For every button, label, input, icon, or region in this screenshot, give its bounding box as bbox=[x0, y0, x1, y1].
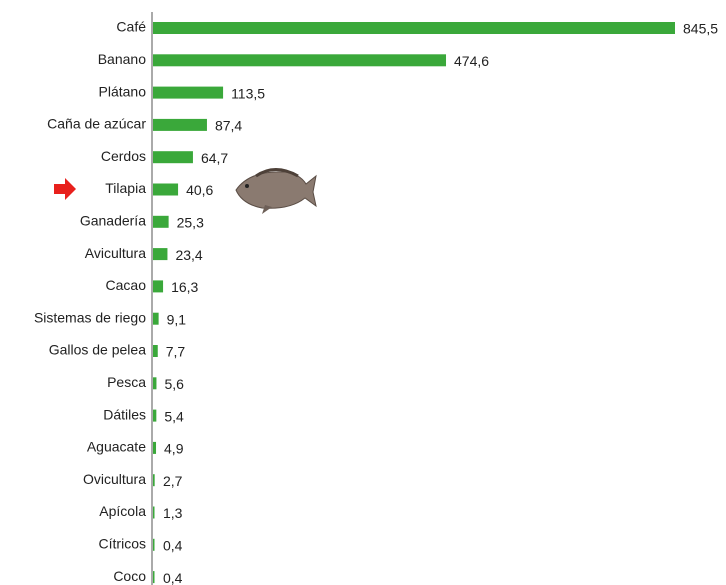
value-label: 4,9 bbox=[164, 441, 184, 457]
value-label: 9,1 bbox=[167, 311, 187, 327]
category-label: Plátano bbox=[99, 83, 147, 99]
bar bbox=[153, 506, 155, 519]
value-label: 845,5 bbox=[683, 21, 718, 37]
bar bbox=[153, 280, 164, 293]
value-label: 1,3 bbox=[163, 505, 183, 521]
value-label: 5,4 bbox=[164, 408, 184, 424]
bar bbox=[153, 409, 157, 422]
highlight-arrow bbox=[54, 178, 76, 200]
category-label: Sistemas de riego bbox=[34, 309, 146, 325]
bar bbox=[153, 151, 193, 164]
bar bbox=[153, 248, 168, 261]
value-label: 40,6 bbox=[186, 182, 213, 198]
bar bbox=[153, 538, 155, 551]
bar bbox=[153, 441, 157, 454]
category-label: Caña de azúcar bbox=[47, 116, 146, 132]
bar bbox=[153, 215, 169, 228]
category-label: Banano bbox=[98, 51, 146, 67]
bar bbox=[153, 118, 207, 131]
bar bbox=[153, 22, 675, 34]
category-label: Apícola bbox=[99, 503, 146, 519]
bar bbox=[153, 183, 179, 196]
category-label: Cerdos bbox=[101, 148, 146, 164]
value-label: 5,6 bbox=[164, 376, 184, 392]
value-label: 2,7 bbox=[163, 473, 183, 489]
category-label: Ganadería bbox=[80, 213, 146, 229]
bar bbox=[153, 54, 447, 67]
value-label: 87,4 bbox=[215, 118, 242, 134]
category-label: Cacao bbox=[106, 277, 147, 293]
category-label: Cítricos bbox=[99, 536, 146, 552]
bar bbox=[153, 474, 155, 487]
value-label: 0,4 bbox=[163, 570, 183, 585]
bar bbox=[153, 345, 158, 357]
category-label: Aguacate bbox=[87, 439, 146, 455]
value-label: 7,7 bbox=[166, 344, 186, 360]
category-label: Tilapia bbox=[105, 180, 146, 196]
tilapia-fish-icon bbox=[235, 168, 317, 214]
value-label: 64,7 bbox=[201, 150, 228, 166]
category-label: Gallos de pelea bbox=[49, 342, 147, 358]
bar bbox=[153, 312, 159, 325]
category-label: Ovicultura bbox=[83, 471, 146, 487]
category-label: Café bbox=[116, 19, 146, 35]
bar bbox=[153, 571, 155, 584]
bar bbox=[153, 377, 157, 390]
bar bbox=[153, 86, 224, 99]
value-label: 474,6 bbox=[454, 53, 489, 69]
category-label: Coco bbox=[113, 568, 146, 584]
category-label: Dátiles bbox=[103, 406, 146, 422]
value-label: 25,3 bbox=[177, 215, 204, 231]
value-label: 16,3 bbox=[171, 279, 198, 295]
category-label: Pesca bbox=[107, 374, 146, 390]
value-label: 113,5 bbox=[231, 85, 265, 101]
value-label: 23,4 bbox=[175, 247, 202, 263]
value-label: 0,4 bbox=[163, 538, 183, 554]
category-label: Avicultura bbox=[85, 245, 146, 261]
